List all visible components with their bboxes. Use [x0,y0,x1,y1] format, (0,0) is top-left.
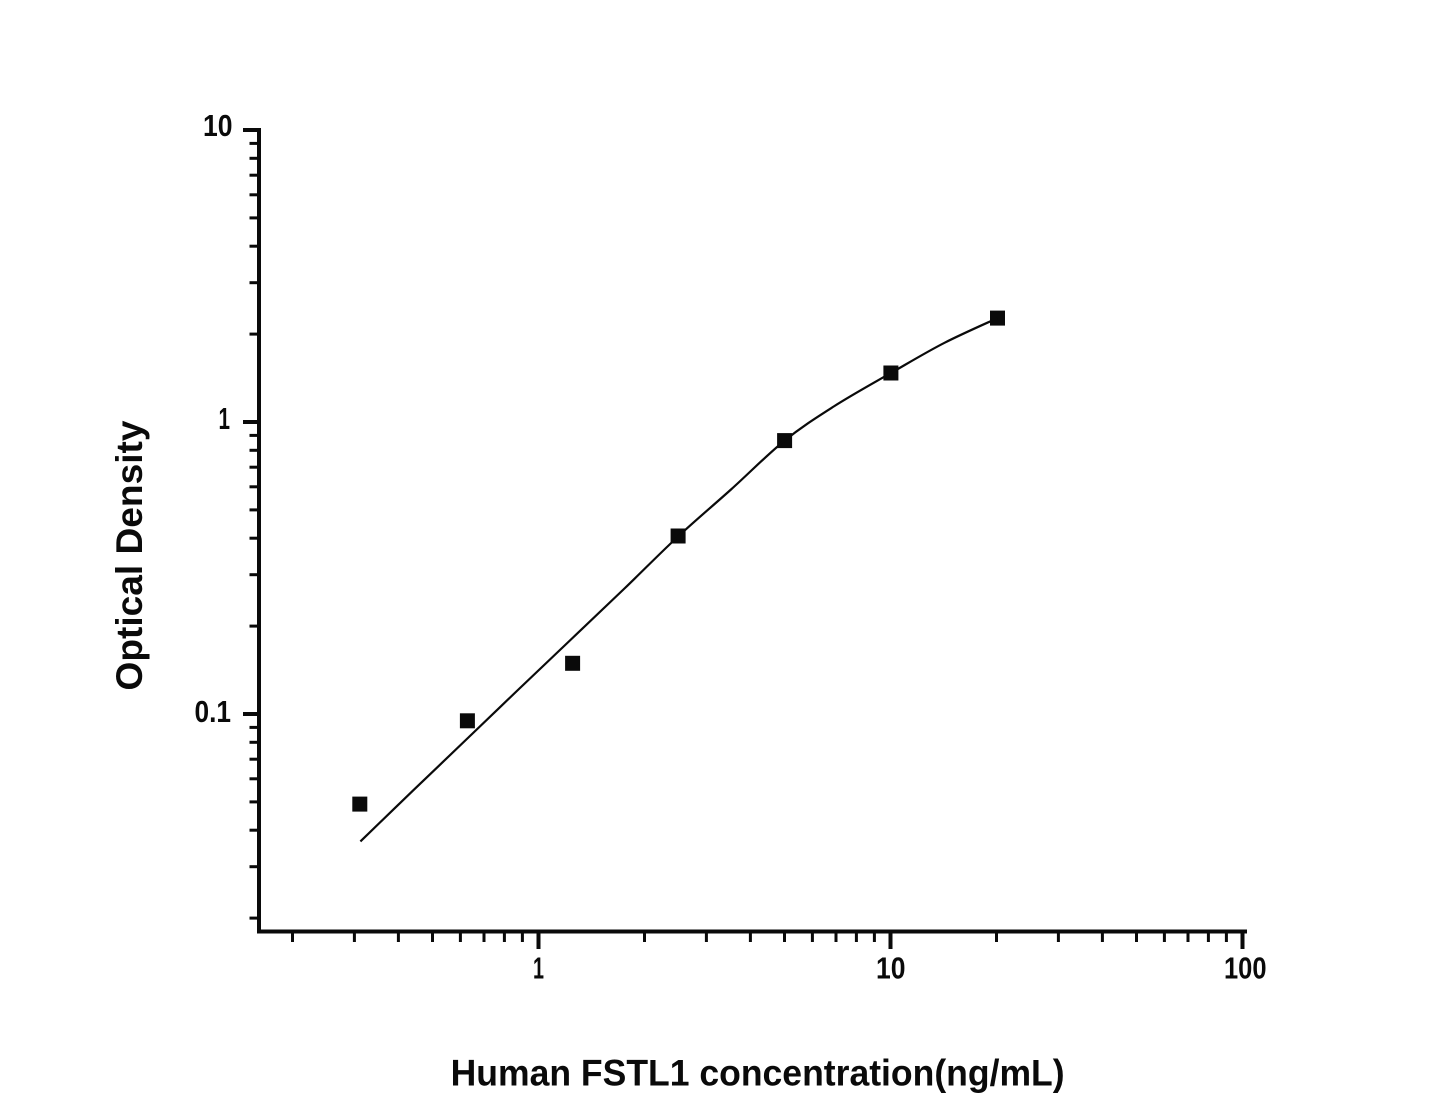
svg-text:1: 1 [533,951,544,986]
svg-text:10: 10 [203,108,233,143]
svg-text:1: 1 [219,401,231,436]
svg-text:10: 10 [876,951,906,986]
svg-text:100: 100 [1224,951,1267,986]
svg-text:0.1: 0.1 [195,694,232,729]
svg-text:Optical Density: Optical Density [109,420,150,690]
svg-text:Human FSTL1 concentration(ng/m: Human FSTL1 concentration(ng/mL) [451,1053,1065,1094]
